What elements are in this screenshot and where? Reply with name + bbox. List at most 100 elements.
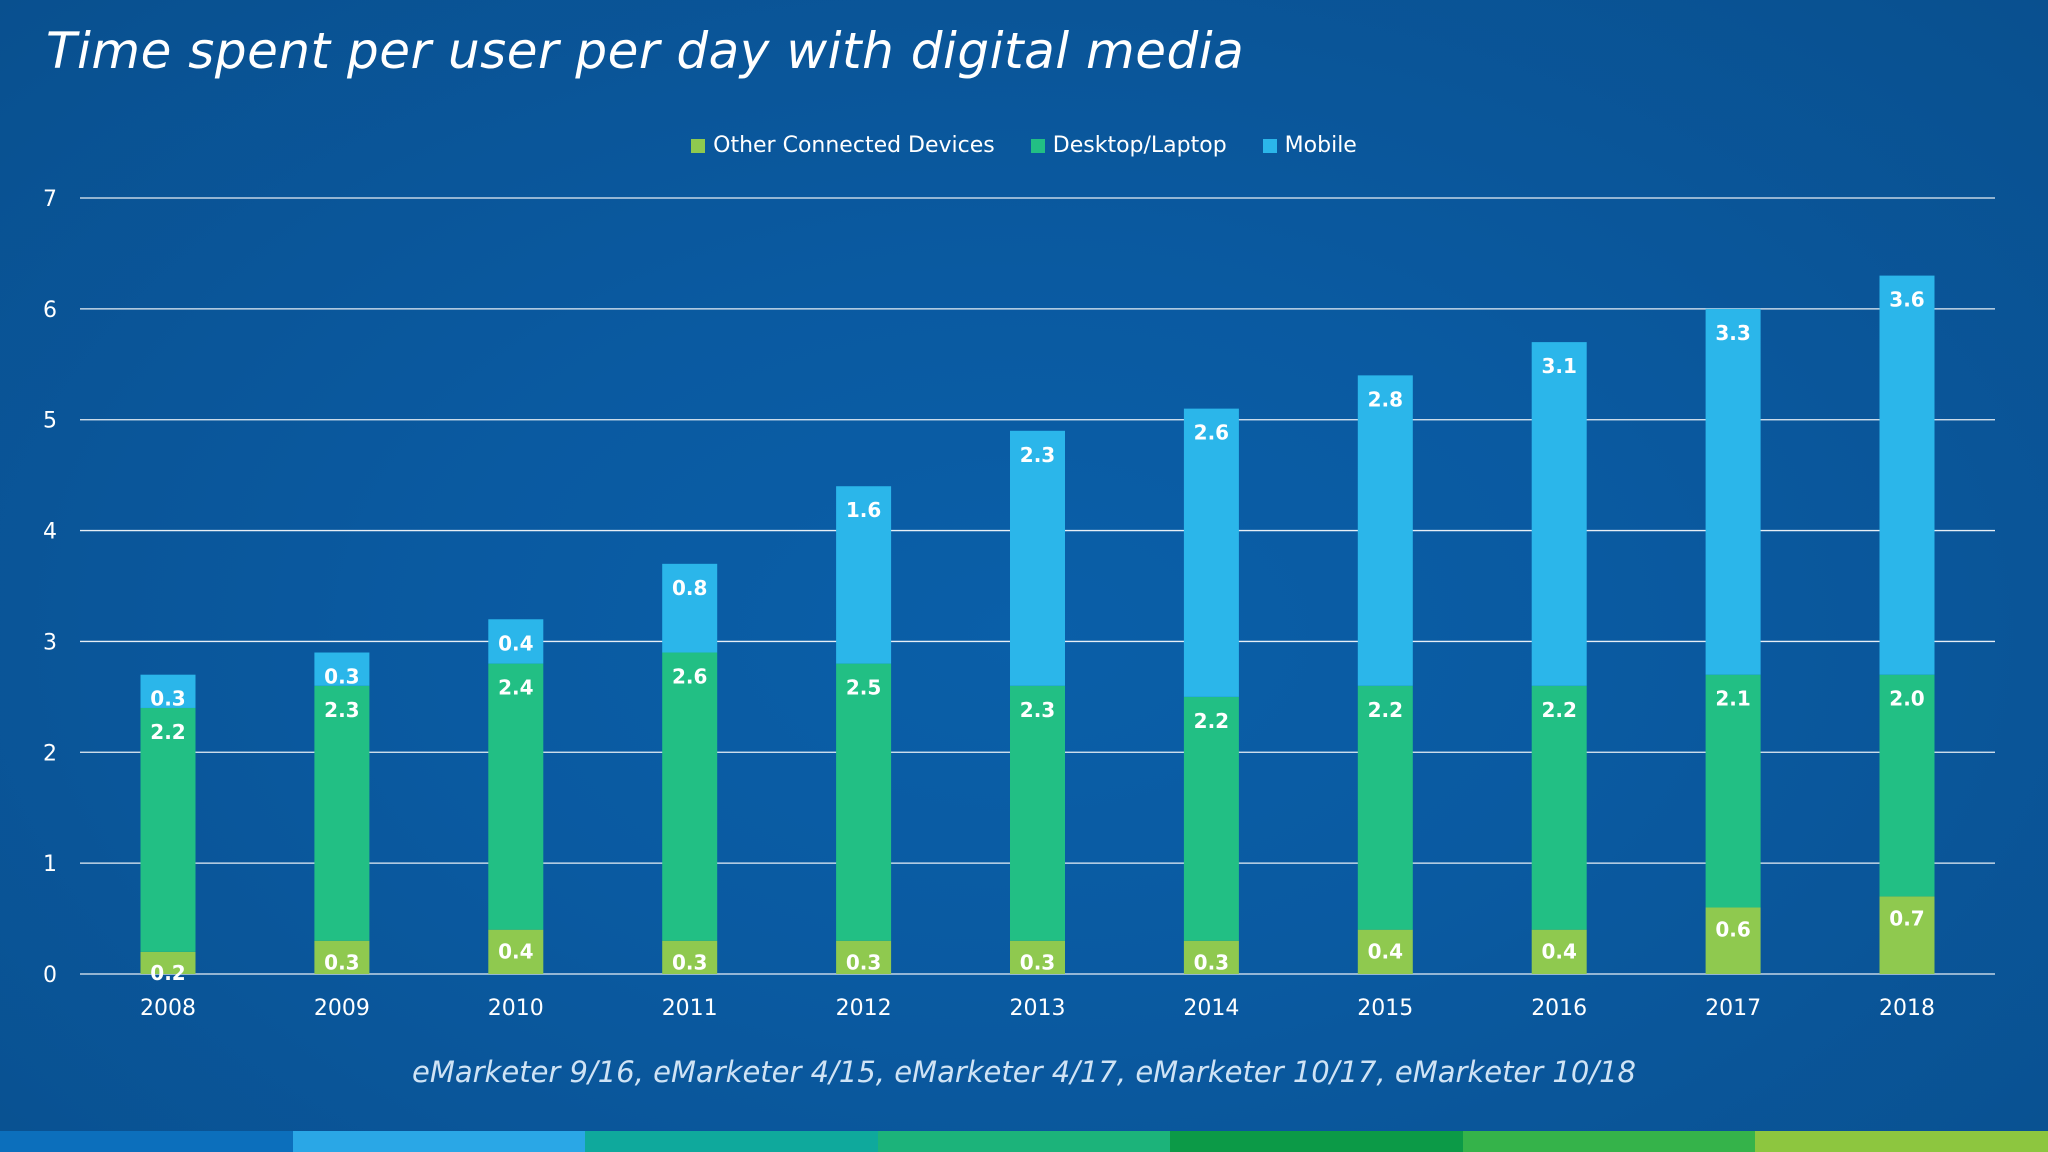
legend-swatch-desktop: [1030, 138, 1045, 153]
data-label: 2.5: [846, 676, 881, 700]
bar-segment-mobile: [488, 619, 544, 664]
data-label: 0.4: [498, 631, 533, 655]
x-tick-label: 2008: [140, 996, 196, 1021]
data-label: 2.1: [1715, 687, 1750, 711]
x-tick-label: 2017: [1705, 996, 1761, 1021]
chart-title: Time spent per user per day with digital…: [46, 22, 1245, 80]
bar-segment-other: [1357, 929, 1413, 974]
data-label: 3.6: [1889, 288, 1924, 312]
bar-segment-mobile: [1183, 408, 1239, 697]
bar-segment-mobile: [140, 674, 196, 708]
bar-segment-other: [314, 940, 370, 974]
data-label: 2.3: [324, 698, 359, 722]
data-label: 0.2: [150, 961, 185, 985]
bar-segment-mobile: [1705, 308, 1761, 675]
bar-segment-mobile: [1357, 375, 1413, 686]
data-label: 0.8: [672, 576, 707, 600]
strip-segment: [585, 1131, 878, 1152]
legend-swatch-mobile: [1262, 138, 1277, 153]
bar-segment-desktop: [1183, 696, 1239, 941]
bar-segment-other: [662, 940, 718, 974]
y-tick-label: 3: [43, 630, 57, 655]
strip-segment: [1462, 1131, 1756, 1152]
bar-segment-desktop: [1879, 674, 1935, 897]
legend-label-desktop: Desktop/Laptop: [1052, 133, 1227, 158]
data-label: 3.1: [1541, 354, 1576, 378]
data-label: 0.3: [150, 687, 185, 711]
data-label: 1.6: [846, 498, 881, 522]
y-tick-label: 5: [43, 409, 57, 434]
bar-segment-other: [1010, 940, 1065, 974]
bar-segment-other: [836, 940, 892, 974]
legend-swatch-other: [691, 138, 706, 153]
data-label: 0.3: [324, 665, 359, 689]
bar-segment-other: [1705, 907, 1761, 974]
data-label: 2.0: [1889, 687, 1924, 711]
bar-segment-other: [488, 929, 544, 974]
bar-segment-mobile: [314, 652, 370, 686]
x-tick-label: 2011: [662, 996, 718, 1021]
data-label: 2.8: [1368, 387, 1403, 411]
data-label: 0.6: [1715, 917, 1750, 941]
data-label: 0.4: [1368, 940, 1403, 964]
source-note: eMarketer 9/16, eMarketer 4/15, eMarkete…: [412, 1055, 1636, 1089]
data-label: 2.3: [1020, 443, 1055, 467]
bar-segment-other: [1183, 940, 1239, 974]
y-tick-label: 4: [43, 520, 57, 545]
y-tick-label: 1: [43, 852, 57, 877]
x-tick-label: 2015: [1357, 996, 1413, 1021]
bar-segment-mobile: [1010, 430, 1065, 686]
x-tick-label: 2018: [1879, 996, 1935, 1021]
data-label: 0.3: [1194, 951, 1229, 975]
data-label: 0.3: [1020, 951, 1055, 975]
legend-label-mobile: Mobile: [1284, 133, 1357, 158]
data-label: 2.2: [1368, 698, 1403, 722]
bar-segment-desktop: [1010, 685, 1065, 941]
bar-segment-desktop: [140, 707, 196, 952]
x-tick-label: 2013: [1010, 996, 1066, 1021]
legend-item-mobile: Mobile: [1262, 133, 1357, 158]
data-label: 0.4: [1541, 940, 1576, 964]
data-label: 0.7: [1889, 906, 1924, 930]
data-label: 0.3: [672, 951, 707, 975]
bar-segment-other: [1879, 896, 1935, 974]
data-label: 2.2: [1194, 709, 1229, 733]
y-tick-label: 2: [43, 741, 57, 766]
bar-segment-desktop: [1705, 674, 1761, 908]
data-label: 2.2: [1541, 698, 1576, 722]
bar-segment-mobile: [1879, 275, 1935, 675]
x-tick-label: 2010: [488, 996, 544, 1021]
bar-segment-mobile: [662, 563, 718, 653]
bar-segment-other: [140, 951, 196, 974]
x-tick-label: 2014: [1183, 996, 1239, 1021]
bar-segment-desktop: [314, 685, 370, 941]
data-label: 3.3: [1715, 321, 1750, 345]
data-label: 2.3: [1020, 698, 1055, 722]
x-tick-label: 2016: [1531, 996, 1587, 1021]
bar-segment-desktop: [662, 652, 718, 941]
y-tick-label: 7: [43, 187, 57, 212]
bar-segment-desktop: [1531, 685, 1587, 930]
bar-segment-other: [1531, 929, 1587, 974]
y-tick-label: 6: [43, 298, 57, 323]
data-label: 2.6: [672, 665, 707, 689]
bar-segment-desktop: [488, 663, 544, 930]
strip-segment: [1755, 1131, 2048, 1152]
bar-segment-desktop: [836, 663, 892, 941]
strip-segment: [0, 1131, 293, 1152]
y-tick-label: 0: [43, 963, 57, 988]
strip-segment: [292, 1131, 586, 1152]
data-label: 0.3: [846, 951, 881, 975]
data-label: 2.2: [150, 720, 185, 744]
data-label: 0.4: [498, 940, 533, 964]
data-label: 2.4: [498, 676, 533, 700]
chart-legend: Other Connected Devices Desktop/Laptop M…: [0, 133, 2048, 158]
bar-segment-mobile: [836, 486, 892, 664]
bottom-color-strip: [0, 1131, 2048, 1152]
data-label: 0.3: [324, 951, 359, 975]
x-tick-label: 2009: [314, 996, 370, 1021]
strip-segment: [1170, 1131, 1463, 1152]
x-tick-label: 2012: [836, 996, 892, 1021]
legend-label-other: Other Connected Devices: [713, 133, 995, 158]
